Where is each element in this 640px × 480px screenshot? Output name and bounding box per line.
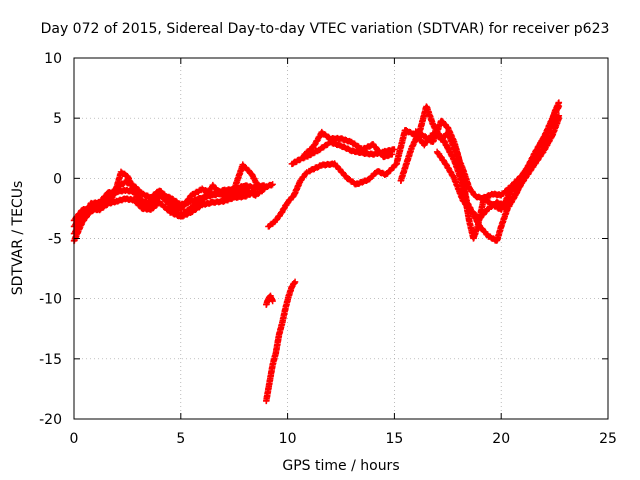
data-points	[70, 99, 563, 405]
data-point	[268, 182, 275, 189]
y-tick-label: 5	[53, 111, 62, 127]
y-tick-label: -5	[48, 232, 62, 248]
x-tick-label: 5	[176, 431, 185, 447]
x-tick-label: 10	[279, 431, 297, 447]
data-point	[389, 151, 396, 158]
data-point	[269, 297, 276, 305]
data-point	[252, 188, 259, 195]
y-tick-label: -20	[39, 412, 62, 428]
x-axis-label: GPS time / hours	[282, 458, 399, 474]
chart-title: Day 072 of 2015, Sidereal Day-to-day VTE…	[41, 21, 610, 37]
y-tick-label: -15	[39, 352, 62, 368]
data-point	[251, 189, 258, 196]
data-point	[391, 146, 398, 153]
y-axis-label: SDTVAR / TECUs	[10, 181, 26, 296]
y-tick-label: -10	[39, 292, 62, 308]
x-tick-label: 20	[492, 431, 510, 447]
x-tick-label: 0	[70, 431, 79, 447]
data-point	[291, 278, 299, 286]
grid-lines	[74, 58, 608, 419]
data-point	[260, 185, 268, 193]
data-point	[555, 114, 563, 122]
x-tick-label: 15	[385, 431, 403, 447]
x-tick-label: 25	[599, 431, 617, 447]
data-point	[269, 181, 276, 188]
data-point	[555, 102, 563, 110]
axis-ticks: 0 5 10 15 20 25 -20 -15 -10 -5 0 5 10	[39, 51, 617, 447]
y-tick-label: 0	[53, 171, 62, 187]
y-tick-label: 10	[44, 51, 62, 67]
